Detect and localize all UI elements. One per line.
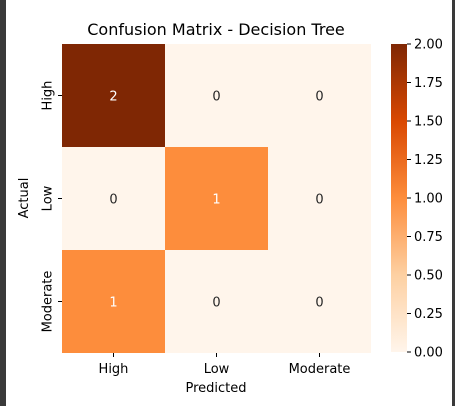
colorbar-tick-label: 0.75 xyxy=(414,230,443,245)
colorbar-tick-label: 0.50 xyxy=(414,269,443,284)
colorbar-tick-label: 0.25 xyxy=(414,307,443,322)
cell-value-label: 0 xyxy=(212,90,220,105)
x-axis-ticks: High Low Moderate xyxy=(99,353,351,377)
heatmap-cell xyxy=(268,44,371,147)
cell-value-label: 1 xyxy=(212,193,220,208)
heatmap-cells xyxy=(62,44,371,353)
heatmap-cell xyxy=(165,44,268,147)
window-frame-left xyxy=(0,0,6,406)
heatmap-cell xyxy=(268,250,371,353)
y-tick-label: High xyxy=(41,81,56,111)
chart-title: Confusion Matrix - Decision Tree xyxy=(87,20,345,39)
cell-value-label: 0 xyxy=(315,296,323,311)
heatmap-cell xyxy=(165,250,268,353)
x-tick-label: Moderate xyxy=(289,362,351,377)
heatmap-cell xyxy=(62,147,165,250)
x-tick-label: Low xyxy=(204,362,230,377)
heatmap-cell xyxy=(165,147,268,250)
colorbar-tick-label: 2.00 xyxy=(414,38,443,53)
cell-value-label: 0 xyxy=(212,296,220,311)
colorbar-tick-label: 1.00 xyxy=(414,192,443,207)
y-tick-label: Low xyxy=(41,185,56,211)
colorbar-tick-label: 1.25 xyxy=(414,153,443,168)
cell-value-label: 0 xyxy=(109,193,117,208)
colorbar xyxy=(391,44,407,352)
cell-value-label: 0 xyxy=(315,90,323,105)
y-tick-label: Moderate xyxy=(41,271,56,333)
y-axis-label: Actual xyxy=(17,178,32,219)
colorbar-ticks: 0.00 0.25 0.50 0.75 1.00 1.25 1.50 1.75 2.00 xyxy=(407,38,443,361)
colorbar-tick-label: 0.00 xyxy=(414,346,443,361)
y-axis-ticks: High Low Moderate xyxy=(41,81,62,333)
heatmap-cell xyxy=(62,250,165,353)
cell-value-label: 0 xyxy=(315,193,323,208)
x-tick-label: High xyxy=(99,362,129,377)
heatmap-cell-labels: 2 0 0 0 1 0 1 0 0 xyxy=(109,90,323,311)
heatmap-cell xyxy=(62,44,165,147)
x-axis-label: Predicted xyxy=(185,381,246,396)
heatmap-cell xyxy=(268,147,371,250)
colorbar-tick-label: 1.75 xyxy=(414,76,443,91)
colorbar-tick-label: 1.50 xyxy=(414,115,443,130)
cell-value-label: 2 xyxy=(109,90,117,105)
cell-value-label: 1 xyxy=(109,296,117,311)
window-frame-right xyxy=(452,0,455,406)
